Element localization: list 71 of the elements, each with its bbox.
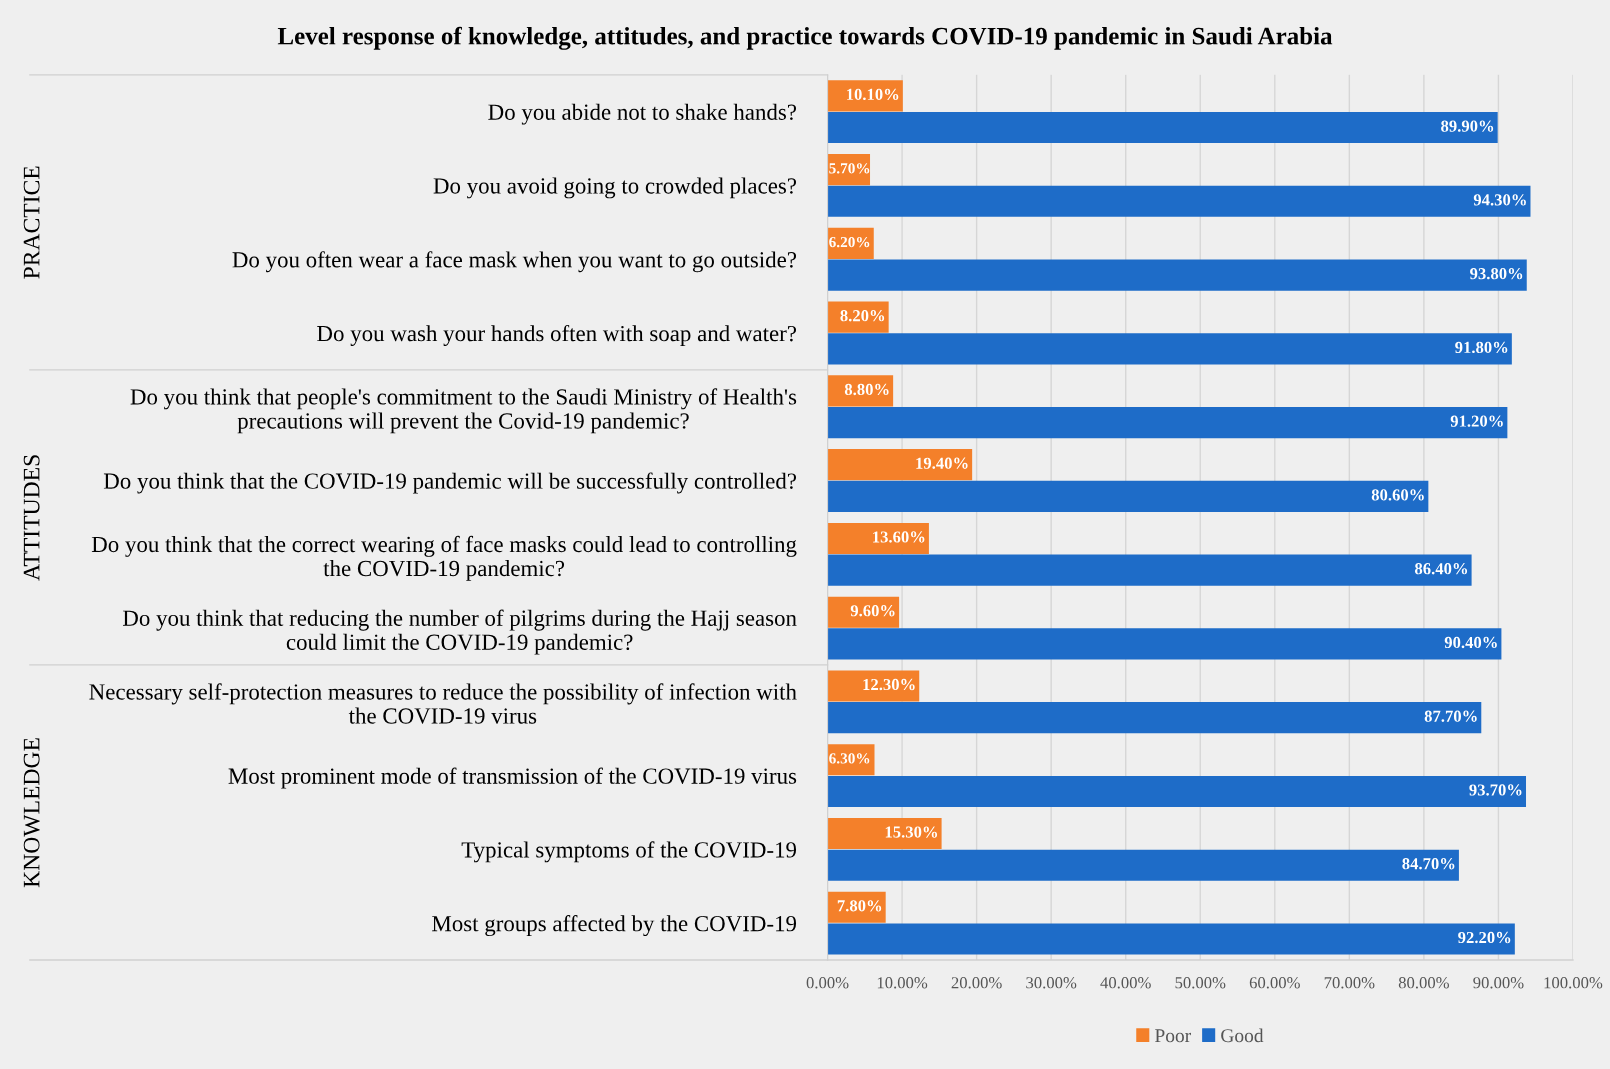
data-label: 93.80% (1470, 268, 1523, 280)
y-tick-label: Most prominent mode of transmission of the COVID-19 virus (228, 767, 797, 789)
data-label: 90.40% (1444, 636, 1497, 649)
bar (827, 480, 1429, 512)
bar (827, 817, 942, 849)
data-label: 12.30% (863, 678, 915, 691)
y-tick-label: Do you often wear a face mask when you want to go outside? (232, 251, 797, 273)
y-tick-label: Do you wash your hands often with soap and water? (317, 324, 797, 347)
bar (827, 670, 920, 702)
bar (827, 702, 1482, 734)
data-label: 92.20% (1458, 931, 1511, 944)
data-label: 91.20% (1450, 415, 1503, 427)
bar (827, 259, 1527, 291)
y-tick-label: Most groups affected by the COVID-19 (432, 915, 797, 937)
y-tick-label: Do you abide not to shake hands? (488, 103, 797, 125)
data-label: 6.20% (829, 236, 870, 248)
data-label: 13.60% (873, 531, 925, 543)
x-tick-label: 80.00% (1398, 977, 1450, 989)
text: PRACTICE (23, 166, 40, 279)
data-label: 7.80% (837, 900, 882, 912)
bar (827, 596, 900, 628)
bar (827, 775, 1527, 807)
data-label: 93.70% (1469, 784, 1522, 796)
data-label: 84.70% (1402, 858, 1455, 870)
y-tick-label: Do you think that reducing the number of pilgrims during the Hajj season could limit the COVID-19 pandemic? (122, 609, 797, 655)
bar (827, 554, 1472, 586)
data-label: 15.30% (885, 826, 938, 838)
x-tick-label: 0.00% (806, 977, 849, 989)
y-tick-label: Do you think that the COVID-19 pandemic will be successfully controlled? (103, 472, 797, 494)
chart-title: Level response of knowledge, attitudes, and practice towards COVID-19 pandemic in Saudi Arabia (277, 26, 1333, 50)
legend-label: Good (1221, 1028, 1264, 1043)
data-label: 94.30% (1473, 194, 1526, 206)
y-tick-label: Do you think that the correct wearing of face masks could lead to controlling the COVID-19 pandemic? (91, 535, 797, 581)
data-label: 91.80% (1455, 341, 1508, 354)
bar (827, 333, 1512, 365)
bar (827, 407, 1508, 439)
bar (827, 112, 1498, 144)
data-label: 80.60% (1371, 489, 1424, 501)
y-tick-label: Typical symptoms of the COVID-19 (461, 841, 797, 863)
data-label: 87.70% (1424, 710, 1477, 722)
data-label: 89.90% (1441, 120, 1494, 132)
data-label: 8.80% (844, 383, 889, 396)
y-tick-label: Necessary self-protection measures to reduce the possibility of infection with the COVID-19 virus (89, 683, 797, 724)
data-label: 5.70% (829, 163, 870, 174)
data-label: 6.30% (829, 753, 870, 764)
y-tick-label: Do you avoid going to crowded places? (433, 177, 797, 199)
x-tick-label: 10.00% (877, 977, 928, 989)
data-label: 86.40% (1415, 563, 1468, 575)
legend-label: Poor (1155, 1029, 1192, 1043)
x-tick-label: 100.00% (1544, 977, 1603, 989)
bar (827, 522, 929, 554)
text: KNOWLEDGE (23, 738, 40, 888)
bar (827, 185, 1531, 217)
data-label: 19.40% (916, 457, 968, 469)
data-label: 10.10% (847, 88, 899, 101)
y-tick-label: Do you think that people's commitment to the Saudi Ministry of Health's precautions will prevent the Covid-19 pandemic? (130, 388, 797, 434)
text: ATTITUDES (23, 455, 40, 581)
x-tick-label: 50.00% (1175, 977, 1226, 989)
x-tick-label: 60.00% (1249, 977, 1300, 989)
x-tick-label: 30.00% (1026, 977, 1077, 989)
x-tick-label: 90.00% (1473, 977, 1524, 989)
bar (827, 628, 1502, 660)
data-label: 9.60% (850, 605, 895, 617)
x-tick-label: 40.00% (1100, 977, 1151, 989)
bar (827, 449, 973, 481)
data-label: 8.20% (840, 310, 885, 322)
bar (827, 80, 903, 112)
x-tick-label: 20.00% (951, 977, 1002, 989)
bar (827, 849, 1459, 881)
bar (827, 923, 1515, 955)
x-tick-label: 70.00% (1324, 977, 1375, 989)
